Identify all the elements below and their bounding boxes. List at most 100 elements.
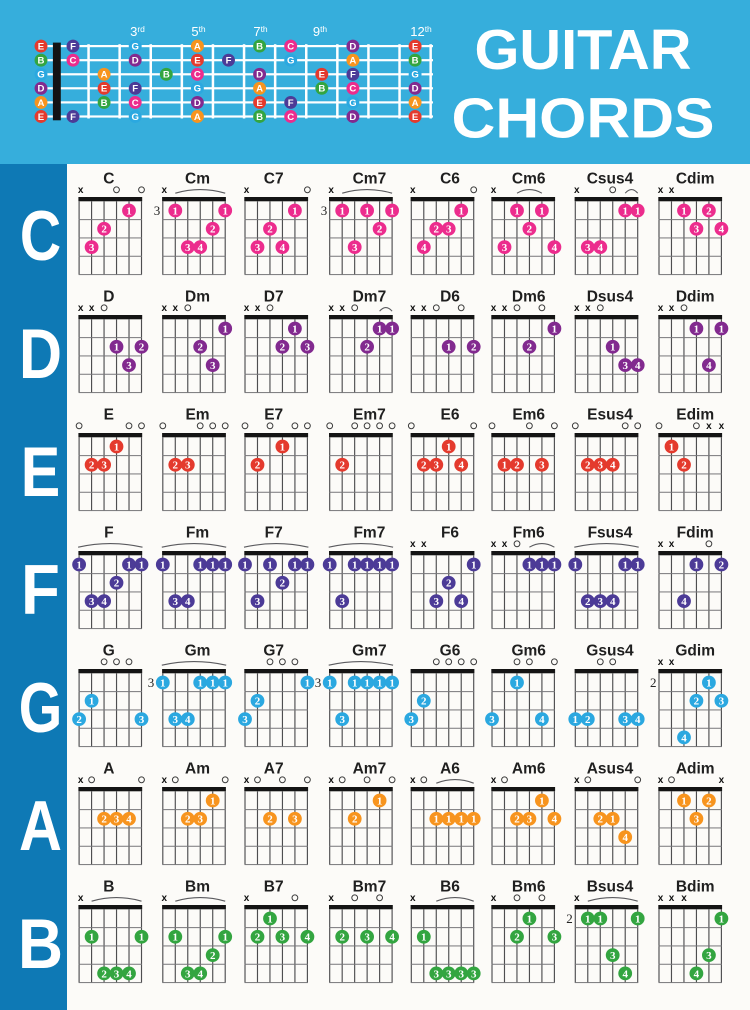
svg-text:G: G: [287, 56, 294, 67]
svg-text:3: 3: [364, 932, 370, 944]
svg-text:4: 4: [539, 714, 545, 726]
svg-text:2: 2: [139, 342, 145, 354]
svg-text:3: 3: [489, 714, 495, 726]
svg-text:3: 3: [446, 224, 452, 236]
svg-text:3: 3: [280, 932, 286, 944]
svg-text:1: 1: [681, 205, 687, 217]
svg-text:1: 1: [471, 814, 477, 826]
svg-text:Fm: Fm: [186, 524, 209, 541]
svg-text:Edim: Edim: [676, 406, 714, 423]
svg-text:4: 4: [610, 596, 616, 608]
svg-text:Dm7: Dm7: [353, 288, 387, 305]
svg-text:2: 2: [185, 814, 191, 826]
svg-text:A: A: [38, 98, 45, 109]
svg-text:1: 1: [197, 677, 203, 689]
svg-text:E: E: [194, 56, 201, 67]
svg-text:2: 2: [210, 224, 216, 236]
svg-text:Ddim: Ddim: [676, 288, 715, 305]
svg-text:C6: C6: [440, 170, 460, 187]
svg-text:x: x: [410, 303, 416, 314]
svg-text:x: x: [328, 775, 334, 786]
svg-text:1: 1: [292, 559, 298, 571]
svg-text:1: 1: [210, 559, 216, 571]
svg-text:x: x: [719, 421, 725, 432]
svg-text:3: 3: [409, 714, 415, 726]
svg-text:E: E: [21, 432, 61, 511]
svg-text:4: 4: [706, 360, 712, 372]
svg-text:4: 4: [305, 932, 311, 944]
svg-text:A: A: [101, 70, 108, 81]
svg-text:3: 3: [434, 968, 440, 980]
svg-text:Em: Em: [185, 406, 209, 423]
svg-text:Bdim: Bdim: [676, 878, 715, 895]
svg-text:F: F: [70, 112, 76, 123]
svg-text:Adim: Adim: [676, 760, 715, 777]
svg-text:Cm6: Cm6: [512, 170, 546, 187]
svg-text:x: x: [491, 185, 497, 196]
svg-text:2: 2: [339, 932, 345, 944]
svg-text:2: 2: [255, 696, 261, 708]
svg-text:G: G: [131, 112, 138, 123]
svg-text:x: x: [719, 775, 725, 786]
svg-text:1: 1: [160, 677, 166, 689]
svg-text:2: 2: [255, 460, 261, 472]
svg-text:Fm6: Fm6: [513, 524, 545, 541]
svg-text:C: C: [349, 84, 356, 95]
svg-text:2: 2: [76, 714, 82, 726]
svg-text:B: B: [103, 878, 114, 895]
svg-text:GUITAR: GUITAR: [475, 18, 692, 81]
svg-text:1: 1: [267, 913, 273, 925]
svg-text:3: 3: [114, 814, 120, 826]
svg-text:x: x: [410, 539, 416, 550]
svg-text:E: E: [101, 84, 108, 95]
svg-text:3: 3: [552, 932, 558, 944]
svg-text:x: x: [669, 893, 675, 904]
svg-text:3: 3: [339, 596, 345, 608]
svg-text:F: F: [288, 98, 294, 109]
svg-text:x: x: [658, 893, 664, 904]
svg-text:2: 2: [101, 224, 107, 236]
svg-text:A6: A6: [440, 760, 460, 777]
svg-text:2: 2: [719, 559, 725, 571]
svg-text:A: A: [194, 42, 201, 53]
svg-text:x: x: [328, 185, 334, 196]
svg-text:2: 2: [434, 224, 440, 236]
svg-text:E6: E6: [441, 406, 460, 423]
svg-text:3: 3: [434, 596, 440, 608]
svg-text:1: 1: [719, 913, 725, 925]
svg-text:3: 3: [114, 968, 120, 980]
svg-text:1: 1: [585, 913, 591, 925]
svg-text:2: 2: [585, 460, 591, 472]
svg-text:Cm7: Cm7: [353, 170, 387, 187]
svg-text:2: 2: [514, 460, 520, 472]
svg-text:1: 1: [502, 460, 508, 472]
svg-text:Gm6: Gm6: [511, 642, 546, 659]
svg-text:Am7: Am7: [353, 760, 387, 777]
svg-text:1: 1: [292, 205, 298, 217]
svg-text:Bsus4: Bsus4: [587, 878, 634, 895]
svg-text:x: x: [328, 893, 334, 904]
svg-text:x: x: [574, 303, 580, 314]
svg-text:2: 2: [377, 224, 383, 236]
svg-text:2: 2: [421, 696, 427, 708]
svg-text:4: 4: [126, 968, 132, 980]
svg-text:4: 4: [458, 460, 464, 472]
svg-text:1: 1: [76, 559, 82, 571]
svg-text:A: A: [256, 84, 263, 95]
svg-text:1: 1: [552, 323, 558, 335]
svg-text:1: 1: [114, 441, 120, 453]
svg-text:x: x: [502, 303, 508, 314]
svg-text:x: x: [244, 185, 250, 196]
svg-text:3: 3: [148, 675, 155, 690]
svg-text:G: G: [103, 642, 115, 659]
svg-text:B6: B6: [440, 878, 460, 895]
svg-text:1: 1: [458, 814, 464, 826]
svg-text:4: 4: [185, 714, 191, 726]
svg-text:x: x: [421, 539, 427, 550]
svg-text:3: 3: [292, 814, 298, 826]
svg-text:3: 3: [89, 596, 95, 608]
svg-text:1: 1: [377, 559, 383, 571]
svg-text:E: E: [104, 406, 114, 423]
svg-text:1: 1: [446, 342, 452, 354]
svg-text:C7: C7: [264, 170, 284, 187]
